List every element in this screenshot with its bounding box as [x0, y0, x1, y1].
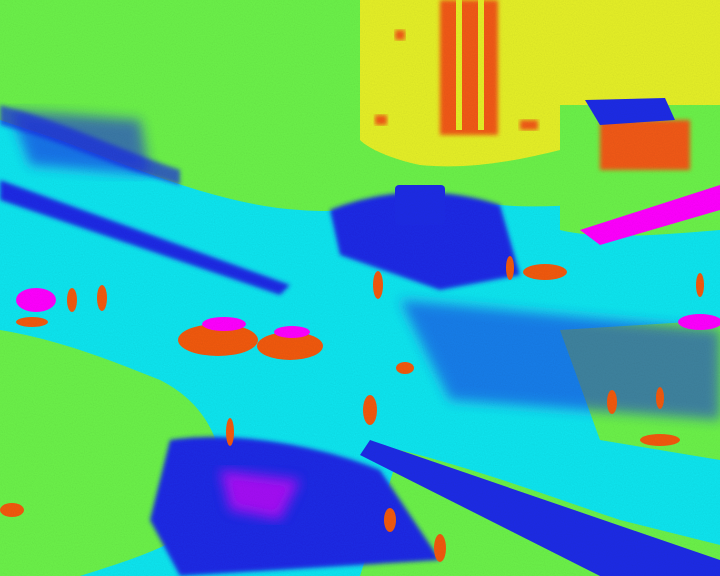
- warm-building-right: [600, 120, 690, 170]
- parked-cars-area: [10, 110, 150, 175]
- pedestrian: [696, 273, 704, 297]
- parked-car: [16, 288, 56, 312]
- pedestrian: [0, 503, 24, 517]
- parked-car-right: [678, 314, 720, 330]
- pedestrian: [363, 395, 377, 425]
- pedestrian: [384, 508, 396, 532]
- car-roof: [202, 317, 246, 331]
- building-windows: [375, 30, 652, 130]
- pedestrians: [0, 256, 704, 562]
- pedestrian: [67, 288, 77, 312]
- pedestrian: [506, 256, 514, 280]
- hot-tower-stripe: [478, 0, 484, 130]
- hot-tower-stripe: [456, 0, 462, 130]
- pedestrian: [656, 387, 664, 409]
- parked-car-hot: [16, 317, 48, 327]
- pedestrian: [640, 434, 680, 446]
- pedestrian: [607, 390, 617, 414]
- car-roof: [274, 326, 310, 338]
- rubble-hot-spots: [220, 470, 300, 520]
- parked-car-right: [523, 264, 567, 280]
- building-roof-cold: [585, 98, 675, 125]
- pedestrian: [226, 418, 234, 446]
- pedestrian: [396, 362, 414, 374]
- sidewalk-left: [0, 180, 290, 295]
- road-right: [400, 300, 720, 420]
- road-edge-bottom: [360, 440, 720, 576]
- vehicle-cluster: [330, 192, 520, 290]
- pedestrian: [373, 271, 383, 299]
- pedestrian: [97, 285, 107, 311]
- hot-car: [178, 324, 258, 356]
- hot-tower: [440, 0, 498, 135]
- pedestrian: [434, 534, 446, 562]
- hot-car: [257, 332, 323, 360]
- truck: [395, 185, 445, 225]
- roof-awning: [580, 185, 720, 245]
